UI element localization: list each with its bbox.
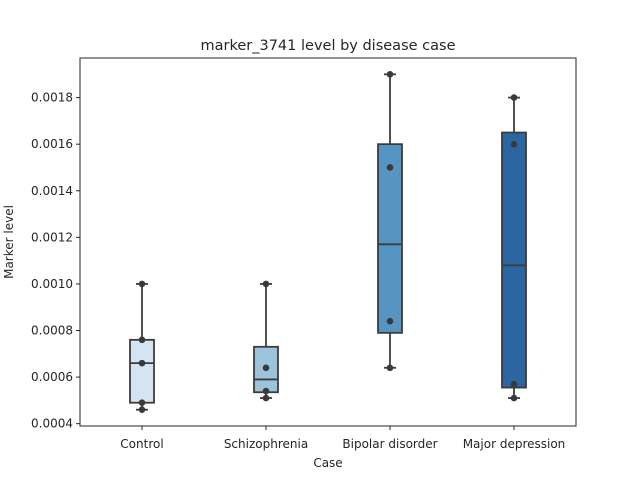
data-point: [262, 387, 270, 395]
x-axis-label: Case: [313, 456, 342, 470]
iqr-box: [129, 338, 155, 404]
data-point: [510, 140, 518, 148]
y-tick-label: 0.0010: [31, 277, 73, 291]
y-tick-label: 0.0004: [31, 417, 73, 431]
box-bipolar-disorder: [377, 71, 403, 372]
data-point: [262, 280, 270, 288]
data-point: [138, 336, 146, 344]
x-tick-label: Schizophrenia: [224, 437, 308, 451]
iqr-box: [253, 345, 279, 394]
data-point: [262, 364, 270, 372]
y-axis: 0.0004 0.0006 0.0008 0.0010 0.0012 0.0014 0.00…: [31, 91, 80, 431]
data-point: [138, 406, 146, 413]
data-point: [138, 359, 146, 367]
x-tick-label: Bipolar disorder: [342, 437, 437, 451]
y-axis-label: Marker level: [2, 205, 16, 279]
data-point: [262, 394, 270, 402]
box-series: [129, 71, 527, 413]
y-tick-label: 0.0014: [31, 184, 73, 198]
iqr-box: [377, 143, 403, 334]
data-point: [386, 364, 394, 372]
data-point: [138, 280, 146, 288]
data-point: [386, 164, 394, 171]
y-tick-label: 0.0008: [31, 324, 73, 338]
box-schizophrenia: [253, 280, 279, 402]
iqr-box: [501, 131, 527, 389]
data-point: [138, 399, 146, 407]
x-tick-label: Major depression: [463, 437, 566, 451]
data-point: [510, 394, 518, 402]
box-major-depression: [501, 94, 527, 402]
y-tick-label: 0.0006: [31, 370, 73, 384]
x-tick-label: Control: [120, 437, 163, 451]
y-tick-label: 0.0016: [31, 137, 73, 151]
data-point: [510, 94, 518, 101]
chart-title: marker_3741 level by disease case: [201, 38, 456, 54]
data-point: [386, 317, 394, 325]
box-control: [129, 280, 155, 413]
plot-area-frame: [79, 57, 577, 427]
y-tick-label: 0.0018: [31, 91, 73, 105]
data-point: [386, 71, 394, 78]
data-point: [510, 380, 518, 388]
x-axis: Control Schizophrenia Bipolar disorder Majo…: [120, 426, 565, 451]
y-tick-label: 0.0012: [31, 230, 73, 244]
